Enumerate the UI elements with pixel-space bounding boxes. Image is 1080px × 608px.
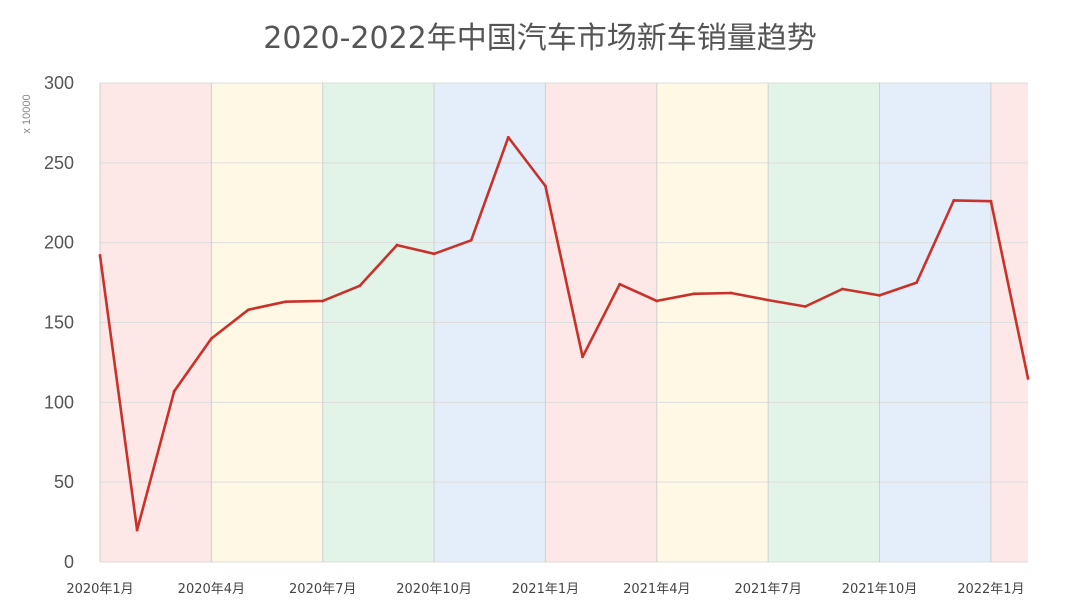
y-tick-label: 150 — [44, 313, 74, 333]
x-tick-label: 2020年7月 — [289, 582, 356, 597]
x-tick-label: 2022年1月 — [957, 582, 1024, 597]
data-point — [506, 135, 510, 139]
y-tick-label: 100 — [44, 392, 74, 412]
data-point — [692, 292, 696, 296]
data-point — [989, 199, 993, 203]
data-point — [98, 254, 102, 257]
x-tick-label: 2021年4月 — [623, 582, 690, 597]
data-point — [544, 184, 547, 188]
data-point — [803, 305, 807, 308]
series-line — [98, 136, 1030, 532]
data-point — [432, 252, 436, 256]
series-layer — [98, 135, 1030, 532]
y-tick-label: 300 — [44, 73, 74, 93]
x-tick-label: 2020年1月 — [66, 582, 133, 597]
data-point — [284, 300, 287, 304]
data-point — [321, 299, 325, 303]
x-tick-label: 2021年7月 — [734, 582, 801, 597]
data-point — [915, 281, 919, 284]
data-point — [581, 355, 584, 359]
data-point — [172, 389, 176, 393]
data-point — [1026, 376, 1030, 380]
y-tick-label: 200 — [44, 233, 74, 253]
data-point — [766, 298, 770, 302]
data-point — [358, 284, 362, 288]
y-tick-label: 0 — [64, 552, 74, 572]
y-unit-label: x 10000 — [21, 94, 33, 133]
y-axis: 0 50 100 150 200 250 300 — [44, 73, 74, 572]
gridlines — [99, 82, 1028, 563]
data-point — [655, 299, 659, 303]
data-point — [209, 337, 213, 340]
chart-title: 2020-2022年中国汽车市场新车销量趋势 — [263, 21, 817, 56]
y-tick-label: 50 — [54, 472, 74, 492]
x-tick-label: 2021年1月 — [512, 582, 579, 597]
data-point — [841, 287, 844, 291]
data-point — [395, 243, 399, 247]
data-point — [729, 291, 733, 295]
y-tick-label: 250 — [44, 153, 74, 173]
x-tick-label: 2020年4月 — [178, 582, 245, 597]
x-axis: 2020年1月 2020年4月 2020年7月 2020年10月 2021年1月 2021… — [66, 582, 1024, 597]
data-point — [952, 198, 956, 202]
data-point — [469, 238, 473, 242]
x-tick-label: 2020年10月 — [396, 582, 472, 597]
data-point — [618, 282, 622, 286]
data-point — [135, 528, 139, 532]
data-point — [878, 293, 881, 297]
data-point — [247, 308, 250, 312]
x-tick-label: 2021年10月 — [842, 582, 918, 597]
